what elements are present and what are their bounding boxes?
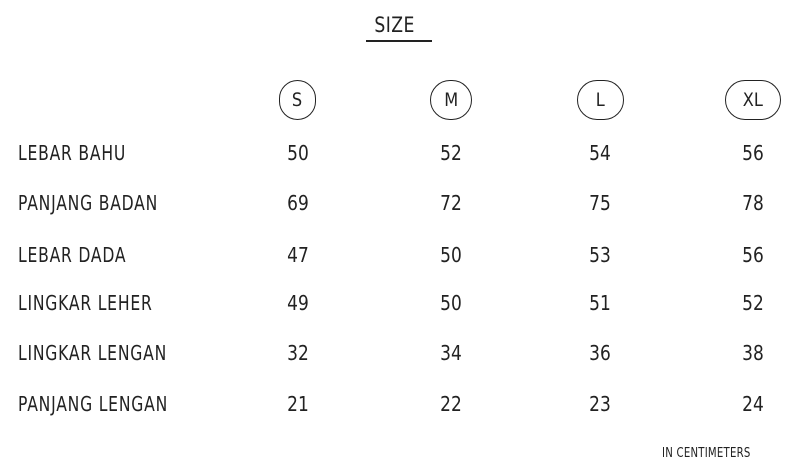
row-label-lingkar-leher: LINGKAR LEHER [18, 291, 153, 315]
size-badge-m: M [430, 80, 472, 120]
size-label: M [444, 89, 458, 111]
table-cell: 47 [287, 243, 309, 267]
size-label: L [595, 89, 606, 111]
table-cell: 52 [742, 291, 764, 315]
table-cell: 56 [742, 243, 764, 267]
table-cell: 50 [440, 291, 462, 315]
table-cell: 36 [589, 341, 611, 365]
size-badge-xl: XL [725, 80, 781, 120]
size-chart-header: SIZE [0, 12, 789, 38]
table-cell: 34 [440, 341, 462, 365]
table-cell: 53 [589, 243, 611, 267]
table-cell: 38 [742, 341, 764, 365]
units-footnote: IN CENTIMETERS [662, 446, 751, 461]
row-label-lebar-bahu: LEBAR BAHU [18, 141, 127, 165]
table-cell: 56 [742, 141, 764, 165]
table-cell: 50 [440, 243, 462, 267]
table-cell: 75 [589, 191, 611, 215]
row-label-lebar-dada: LEBAR DADA [18, 243, 127, 267]
row-label-lingkar-lengan: LINGKAR LENGAN [18, 341, 168, 365]
size-label: XL [742, 89, 764, 111]
table-cell: 52 [440, 141, 462, 165]
page-title: SIZE [374, 13, 415, 37]
table-cell: 21 [287, 392, 309, 416]
size-label: S [292, 89, 303, 111]
table-cell: 50 [287, 141, 309, 165]
row-label-panjang-lengan: PANJANG LENGAN [18, 392, 169, 416]
table-cell: 22 [440, 392, 462, 416]
size-badge-l: L [577, 80, 624, 120]
table-cell: 78 [742, 191, 764, 215]
table-cell: 69 [287, 191, 309, 215]
table-cell: 51 [589, 291, 611, 315]
table-cell: 23 [589, 392, 611, 416]
table-cell: 54 [589, 141, 611, 165]
table-cell: 72 [440, 191, 462, 215]
row-label-panjang-badan: PANJANG BADAN [18, 191, 159, 215]
table-cell: 24 [742, 392, 764, 416]
title-underline [366, 40, 432, 42]
table-cell: 49 [287, 291, 309, 315]
table-cell: 32 [287, 341, 309, 365]
size-badge-s: S [279, 80, 316, 120]
